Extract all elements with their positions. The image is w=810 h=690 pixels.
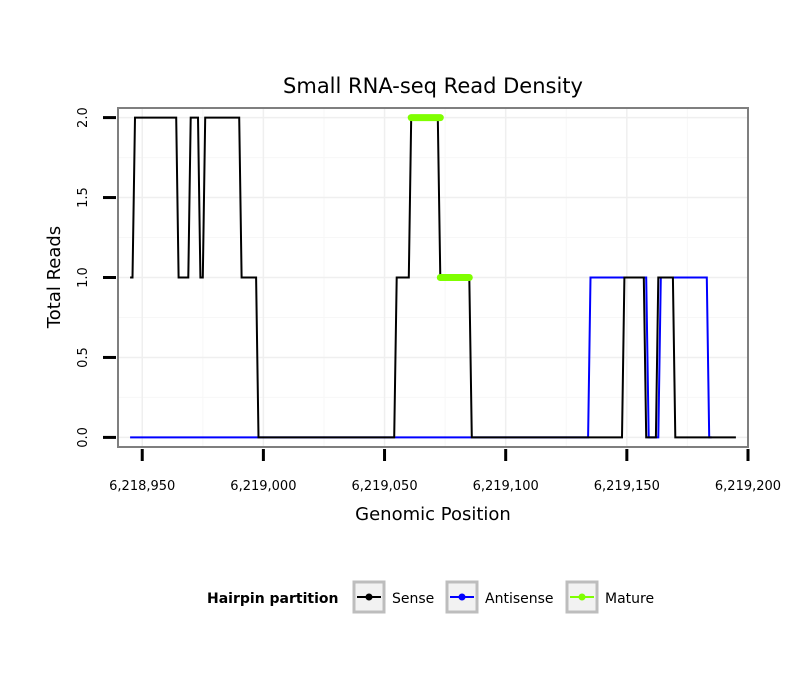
legend-key-point: [366, 594, 373, 601]
read-density-chart: Small RNA-seq Read Density 6,218,950 6,21…: [0, 0, 810, 690]
y-tick-label: 1.0: [76, 267, 91, 288]
x-axis: 6,218,950 6,219,000 6,219,050 6,219,100 6,21…: [109, 449, 781, 494]
legend-label-antisense: Antisense: [485, 591, 554, 607]
legend-key-point: [459, 594, 466, 601]
x-axis-title: Genomic Position: [355, 504, 511, 525]
y-axis: 0.0 0.5 1.0 1.5 2.0: [76, 107, 116, 447]
legend-label-sense: Sense: [392, 591, 434, 607]
y-axis-title: Total Reads: [44, 226, 65, 329]
legend-label-mature: Mature: [605, 591, 654, 607]
y-tick-label: 0.5: [76, 347, 91, 368]
legend-key-point: [579, 594, 586, 601]
x-tick-label: 6,219,150: [594, 479, 660, 494]
x-tick-label: 6,219,050: [351, 479, 417, 494]
y-tick-label: 1.5: [76, 187, 91, 208]
y-tick-label: 2.0: [76, 107, 91, 128]
x-tick-label: 6,219,200: [715, 479, 781, 494]
x-tick-label: 6,219,000: [230, 479, 296, 494]
x-tick-label: 6,218,950: [109, 479, 175, 494]
chart-title: Small RNA-seq Read Density: [283, 74, 583, 98]
x-tick-label: 6,219,100: [473, 479, 539, 494]
y-tick-label: 0.0: [76, 427, 91, 448]
legend-title: Hairpin partition: [207, 591, 338, 607]
legend: Hairpin partition Sense Antisense Mature: [207, 582, 654, 612]
